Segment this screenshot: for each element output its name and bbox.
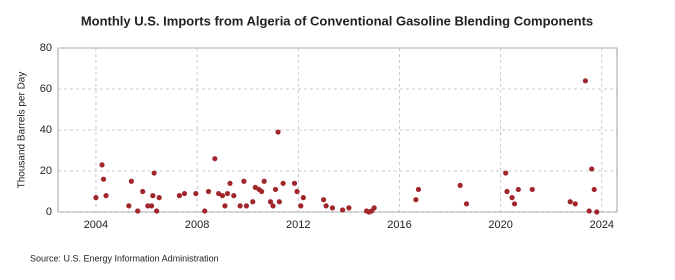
data-point — [515, 186, 521, 193]
x-tick-label: 2012 — [286, 219, 310, 231]
data-point — [413, 197, 419, 203]
y-tick-label: 80 — [40, 42, 52, 54]
data-point — [594, 209, 600, 215]
data-point — [259, 188, 265, 195]
data-point — [148, 203, 155, 209]
data-point — [567, 199, 573, 205]
data-point — [270, 203, 276, 209]
y-tick-label: 60 — [40, 83, 52, 95]
data-point — [154, 208, 160, 214]
data-point — [250, 199, 256, 205]
data-point — [291, 180, 298, 186]
data-point — [212, 156, 218, 162]
data-point — [243, 203, 250, 209]
data-point — [231, 193, 237, 199]
data-point — [151, 170, 157, 176]
data-point — [457, 182, 463, 188]
data-point — [346, 205, 352, 211]
data-point — [511, 201, 518, 207]
y-tick-label: 0 — [46, 206, 52, 218]
data-point — [323, 203, 329, 209]
data-point — [224, 190, 231, 197]
data-point — [241, 178, 247, 184]
data-point — [591, 186, 597, 193]
data-point — [216, 190, 222, 197]
data-point — [135, 208, 141, 214]
data-point — [181, 190, 188, 197]
data-point — [205, 188, 212, 195]
y-tick-label: 40 — [40, 124, 52, 136]
data-point — [261, 178, 267, 184]
y-axis-label: Thousand Barrels per Day — [17, 72, 28, 189]
x-tick-label: 2008 — [185, 219, 209, 231]
data-point — [222, 203, 228, 209]
x-tick-label: 2020 — [488, 219, 512, 231]
data-point — [298, 203, 304, 209]
data-point — [193, 190, 199, 197]
y-tick-label: 20 — [40, 165, 52, 177]
data-point — [145, 203, 151, 209]
data-point — [93, 195, 99, 201]
data-point — [529, 186, 535, 193]
data-point — [267, 199, 274, 205]
data-point — [582, 78, 588, 84]
x-tick-label: 2016 — [387, 219, 411, 231]
data-point — [272, 186, 279, 193]
data-point — [280, 180, 286, 186]
chart-title: Monthly U.S. Imports from Algeria of Con… — [81, 13, 593, 28]
data-point — [156, 195, 162, 201]
data-point — [415, 186, 422, 193]
data-point — [509, 195, 515, 201]
data-point — [276, 199, 282, 205]
data-point — [103, 193, 109, 199]
data-point — [504, 188, 510, 195]
data-point — [503, 170, 509, 176]
data-point — [150, 193, 156, 199]
data-point — [371, 205, 377, 211]
data-point — [176, 193, 183, 199]
data-point — [586, 208, 592, 214]
data-point — [294, 188, 300, 195]
data-point — [275, 129, 281, 135]
data-point — [252, 184, 258, 190]
x-tick-label: 2024 — [590, 219, 614, 231]
data-point — [202, 208, 208, 214]
data-point — [320, 197, 327, 203]
data-point — [463, 201, 470, 207]
data-point — [237, 203, 243, 209]
data-point — [300, 195, 306, 201]
data-point — [126, 203, 132, 209]
data-point — [100, 176, 107, 182]
data-point — [572, 201, 578, 207]
x-tick-label: 2004 — [84, 219, 108, 231]
data-point — [140, 188, 146, 195]
source-note: Source: U.S. Energy Information Administ… — [30, 253, 219, 263]
data-point — [589, 166, 595, 172]
data-point — [219, 193, 226, 199]
data-point — [339, 207, 346, 213]
data-point — [329, 205, 336, 211]
data-point — [227, 180, 233, 186]
data-point — [128, 178, 134, 184]
data-point — [99, 162, 105, 168]
